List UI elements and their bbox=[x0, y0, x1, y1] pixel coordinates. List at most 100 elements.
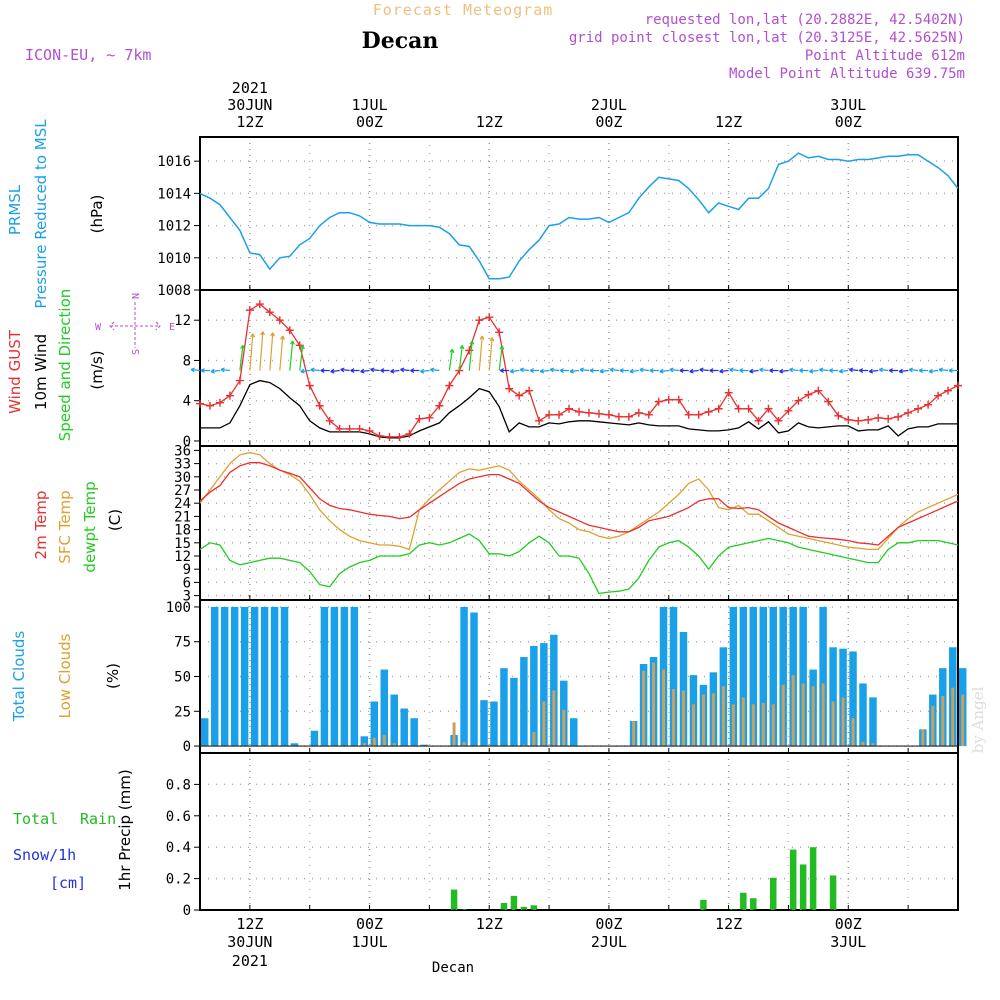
y-tick-label: 6 bbox=[183, 575, 191, 591]
pressure-unit: (hPa) bbox=[88, 195, 106, 234]
wind-direction-arrow bbox=[478, 335, 485, 371]
point-altitude: Point Altitude 612m bbox=[805, 48, 965, 64]
total-cloud-bar bbox=[849, 651, 857, 747]
wind-gust-marker bbox=[205, 401, 214, 410]
wind-direction-arrow bbox=[350, 368, 360, 373]
wind-direction-arrow bbox=[539, 368, 550, 374]
total-cloud-bar bbox=[280, 606, 289, 747]
wind-gust-marker bbox=[345, 424, 354, 433]
wind-gust-marker bbox=[505, 384, 514, 393]
precip-ylabel: 1hr Precip (mm) bbox=[116, 769, 134, 890]
wind-gust-marker bbox=[734, 404, 743, 413]
wind-gust-marker bbox=[265, 308, 274, 317]
wind-gust-marker bbox=[475, 316, 484, 325]
low-cloud-bar bbox=[392, 743, 396, 747]
wind-gust-marker bbox=[355, 424, 364, 433]
wind-gust-marker bbox=[684, 410, 693, 419]
total-cloud-bar bbox=[749, 606, 758, 747]
low-cloud-bar bbox=[672, 689, 675, 747]
wind-direction-arrow bbox=[589, 368, 599, 373]
snow-label: Snow/1h bbox=[13, 846, 76, 864]
top-hour-label: 12Z bbox=[236, 113, 263, 131]
total-cloud-bar bbox=[260, 606, 269, 747]
pressure-line bbox=[199, 152, 959, 280]
wind-direction-arrow bbox=[340, 367, 350, 373]
low-cloud-bar bbox=[701, 694, 705, 747]
total-cloud-bar bbox=[869, 697, 877, 747]
model-altitude: Model Point Altitude 639.75m bbox=[729, 66, 965, 82]
total-cloud-bar bbox=[779, 606, 787, 747]
dewpoint-line bbox=[199, 533, 959, 595]
wind-gust-marker bbox=[535, 416, 544, 425]
y-tick-label: 100 bbox=[166, 600, 191, 616]
low-cloud-bar bbox=[632, 721, 636, 747]
wind-gust-marker bbox=[375, 431, 384, 440]
wind-direction-arrow bbox=[370, 367, 380, 373]
wind-label: 10m Wind bbox=[32, 334, 50, 410]
low-cloud-bar bbox=[542, 701, 546, 747]
wind-gust-marker bbox=[335, 424, 344, 433]
wind-direction-arrow bbox=[729, 367, 739, 373]
wind-direction-arrow bbox=[320, 368, 330, 373]
total-cloud-bar bbox=[679, 631, 688, 747]
total-cloud-bar bbox=[859, 683, 867, 747]
total-cloud-bar bbox=[500, 668, 508, 747]
low-cloud-bar bbox=[711, 693, 715, 747]
top-year-label: 2021 bbox=[232, 79, 268, 97]
y-tick-label: 12 bbox=[174, 549, 191, 565]
wind-speed-line bbox=[200, 379, 958, 439]
low-cloud-bar bbox=[811, 686, 815, 747]
wind-unit: (m/s) bbox=[88, 350, 106, 389]
wind-direction-arrow bbox=[299, 344, 305, 371]
compass-e: E bbox=[169, 322, 175, 333]
low-cloud-bar bbox=[871, 743, 875, 747]
wind-gust-marker bbox=[285, 326, 294, 335]
total-cloud-bar bbox=[330, 606, 339, 747]
y-tick-label: 0 bbox=[183, 434, 191, 450]
total-cloud-bar bbox=[310, 730, 319, 747]
bottom-hour-label: 12Z bbox=[715, 915, 742, 933]
wind-direction-arrow bbox=[948, 368, 958, 373]
wind-gust-marker bbox=[704, 407, 713, 416]
wind-direction-arrow bbox=[420, 368, 430, 374]
top-date-label: 1JUL bbox=[351, 96, 387, 114]
wind-gust-marker bbox=[714, 404, 723, 413]
wind-gust-marker bbox=[744, 404, 753, 413]
precip-total-label: Total bbox=[13, 810, 58, 828]
wind-direction-arrow bbox=[868, 368, 879, 374]
bottom-hour-label: 00Z bbox=[835, 915, 862, 933]
wind-gust-marker bbox=[435, 401, 444, 410]
top-hour-label: 00Z bbox=[835, 113, 862, 131]
wind-direction-arrow bbox=[249, 333, 256, 371]
wind-direction-arrow bbox=[669, 367, 679, 373]
wind-direction-arrow bbox=[529, 368, 540, 373]
wind-direction-arrow bbox=[509, 368, 520, 374]
total-cloud-bar bbox=[410, 718, 418, 747]
total-cloud-bar bbox=[350, 606, 359, 747]
low-cloud-bar bbox=[941, 695, 945, 747]
snow-unit-label: [cm] bbox=[50, 874, 86, 892]
total-cloud-bar bbox=[490, 701, 498, 747]
total-cloud-bar bbox=[520, 657, 528, 747]
bottom-hour-label: 12Z bbox=[476, 915, 503, 933]
wind-direction-arrow bbox=[918, 368, 929, 373]
rain-bar bbox=[450, 889, 458, 910]
wind-gust-marker bbox=[545, 410, 554, 419]
low-cloud-bar bbox=[961, 694, 965, 747]
total-cloud-bar bbox=[460, 606, 468, 747]
y-tick-label: 8 bbox=[183, 353, 191, 369]
wind-gust-marker bbox=[934, 391, 943, 400]
wind-direction-arrow bbox=[269, 332, 275, 371]
low-cloud-bar bbox=[781, 684, 785, 747]
wind-gust-marker bbox=[844, 415, 853, 424]
bottom-date-label: 1JUL bbox=[351, 933, 387, 951]
wind-gust-marker bbox=[834, 411, 843, 420]
y-tick-label: 12 bbox=[174, 313, 191, 329]
y-tick-label: 0.4 bbox=[166, 840, 191, 856]
low-cloud-bar bbox=[751, 704, 755, 747]
wind-gust-marker bbox=[395, 432, 404, 441]
top-hour-label: 12Z bbox=[715, 113, 742, 131]
wind-direction-arrow bbox=[789, 367, 799, 373]
total-cloud-bar bbox=[210, 606, 219, 747]
watermark: by Angel bbox=[969, 686, 987, 753]
